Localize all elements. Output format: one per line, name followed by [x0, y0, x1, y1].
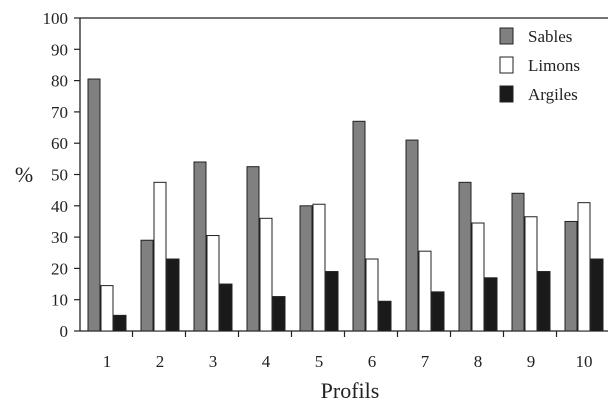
legend-label-argiles: Argiles	[528, 85, 578, 104]
bar-limons-10	[577, 202, 591, 332]
y-tick-label: 30	[51, 228, 68, 247]
bar-sables-5	[299, 205, 313, 332]
x-tick-label: 4	[262, 352, 271, 371]
y-tick-label: 40	[51, 197, 68, 216]
x-tick-label: 10	[576, 352, 593, 371]
bars	[87, 78, 604, 332]
bar-argiles-3	[219, 283, 233, 332]
x-axis-label: Profils	[321, 378, 380, 402]
legend-swatch-limons	[499, 56, 514, 74]
bar-limons-4	[259, 217, 273, 332]
x-tick-label: 8	[474, 352, 483, 371]
bar-argiles-5	[325, 271, 339, 332]
bar-argiles-8	[484, 277, 498, 332]
bar-sables-1	[87, 78, 101, 332]
y-tick-label: 50	[51, 166, 68, 185]
bar-argiles-6	[378, 300, 392, 332]
x-tick-label: 2	[156, 352, 165, 371]
bar-limons-7	[418, 250, 432, 332]
legend-label-limons: Limons	[528, 56, 580, 75]
bar-sables-4	[246, 166, 260, 332]
bar-limons-1	[100, 285, 114, 332]
y-tick-label: 20	[51, 259, 68, 278]
y-tick-label: 0	[60, 322, 69, 341]
bar-limons-6	[365, 258, 379, 332]
bar-argiles-7	[431, 291, 445, 332]
bar-argiles-10	[590, 258, 604, 332]
x-tick-label: 5	[315, 352, 324, 371]
y-tick-label: 100	[43, 9, 69, 28]
x-tick-label: 6	[368, 352, 377, 371]
y-axis-label: %	[15, 162, 33, 187]
x-tick-label: 1	[103, 352, 112, 371]
y-tick-label: 10	[51, 291, 68, 310]
bar-limons-5	[312, 203, 326, 332]
axes: 0 10 20 30 40 50 60 70 80 90 100 1 2 3 4 5 6 7 8 9 10	[43, 9, 608, 371]
bar-sables-7	[405, 139, 419, 332]
y-tick-label: 70	[51, 103, 68, 122]
legend-swatch-argiles	[499, 85, 514, 103]
bar-argiles-1	[113, 314, 127, 332]
legend: Sables Limons Argiles	[499, 27, 580, 104]
bar-sables-3	[193, 161, 207, 332]
x-tick-label: 7	[421, 352, 430, 371]
legend-label-sables: Sables	[528, 27, 572, 46]
bar-limons-2	[153, 181, 167, 332]
bar-limons-8	[471, 222, 485, 332]
y-tick-label: 80	[51, 72, 68, 91]
bar-sables-10	[564, 220, 578, 332]
x-tick-label: 3	[209, 352, 218, 371]
bar-sables-6	[352, 120, 366, 332]
legend-swatch-sables	[499, 27, 514, 45]
bar-sables-2	[140, 239, 154, 332]
bar-limons-3	[206, 235, 220, 332]
y-tick-label: 90	[51, 40, 68, 59]
x-tick-label: 9	[527, 352, 536, 371]
bar-sables-9	[511, 192, 525, 332]
bar-sables-8	[458, 181, 472, 332]
y-tick-label: 60	[51, 134, 68, 153]
bar-limons-9	[524, 216, 538, 332]
bar-argiles-9	[537, 271, 551, 332]
bar-argiles-4	[272, 296, 286, 332]
bar-argiles-2	[166, 258, 180, 332]
